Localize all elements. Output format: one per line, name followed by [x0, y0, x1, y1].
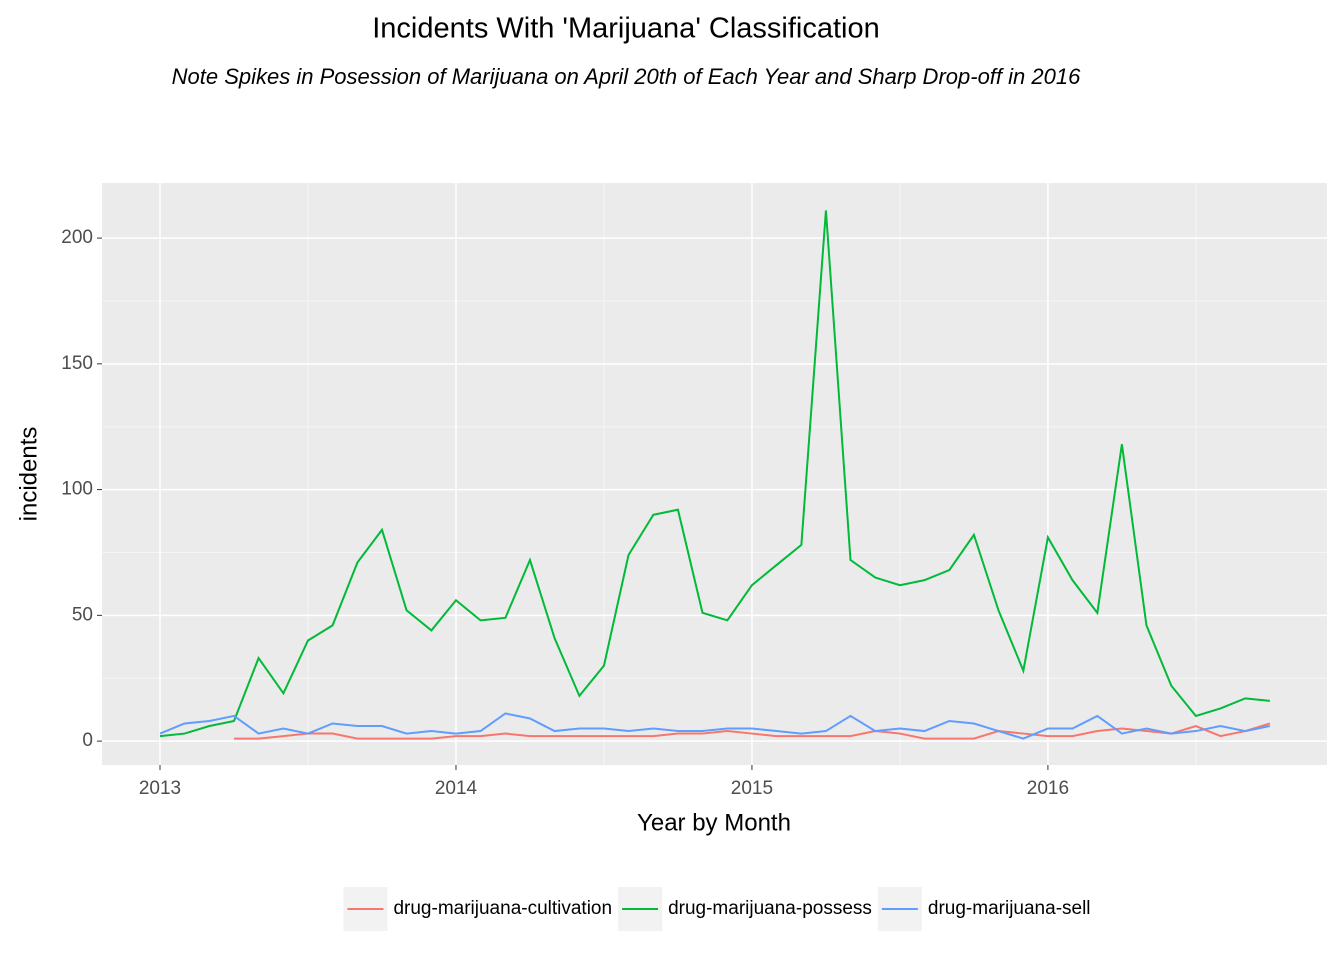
series-line	[159, 712, 1271, 740]
x-tick-label: 2013	[139, 778, 181, 799]
legend-label: drug-marijuana-possess	[668, 898, 872, 919]
y-tick-label: 50	[72, 604, 93, 625]
chart-title: Incidents With 'Marijuana' Classificatio…	[372, 13, 880, 45]
x-tick-label: 2015	[731, 778, 773, 799]
legend-label: drug-marijuana-sell	[928, 898, 1091, 919]
series-line	[234, 722, 1271, 740]
series-line	[159, 210, 1270, 738]
x-tick-label: 2014	[435, 778, 478, 799]
x-axis-label: Year by Month	[637, 809, 791, 836]
x-tick-label: 2016	[1027, 778, 1069, 799]
y-axis-label: incidents	[15, 427, 42, 522]
y-tick-label: 150	[61, 353, 93, 374]
y-tick-label: 200	[61, 227, 93, 248]
y-tick-label: 100	[61, 479, 93, 500]
y-tick-label: 0	[82, 730, 93, 751]
chart-subtitle: Note Spikes in Posession of Marijuana on…	[172, 64, 1081, 89]
plot-panel	[102, 183, 1327, 765]
legend-label: drug-marijuana-cultivation	[393, 898, 612, 919]
